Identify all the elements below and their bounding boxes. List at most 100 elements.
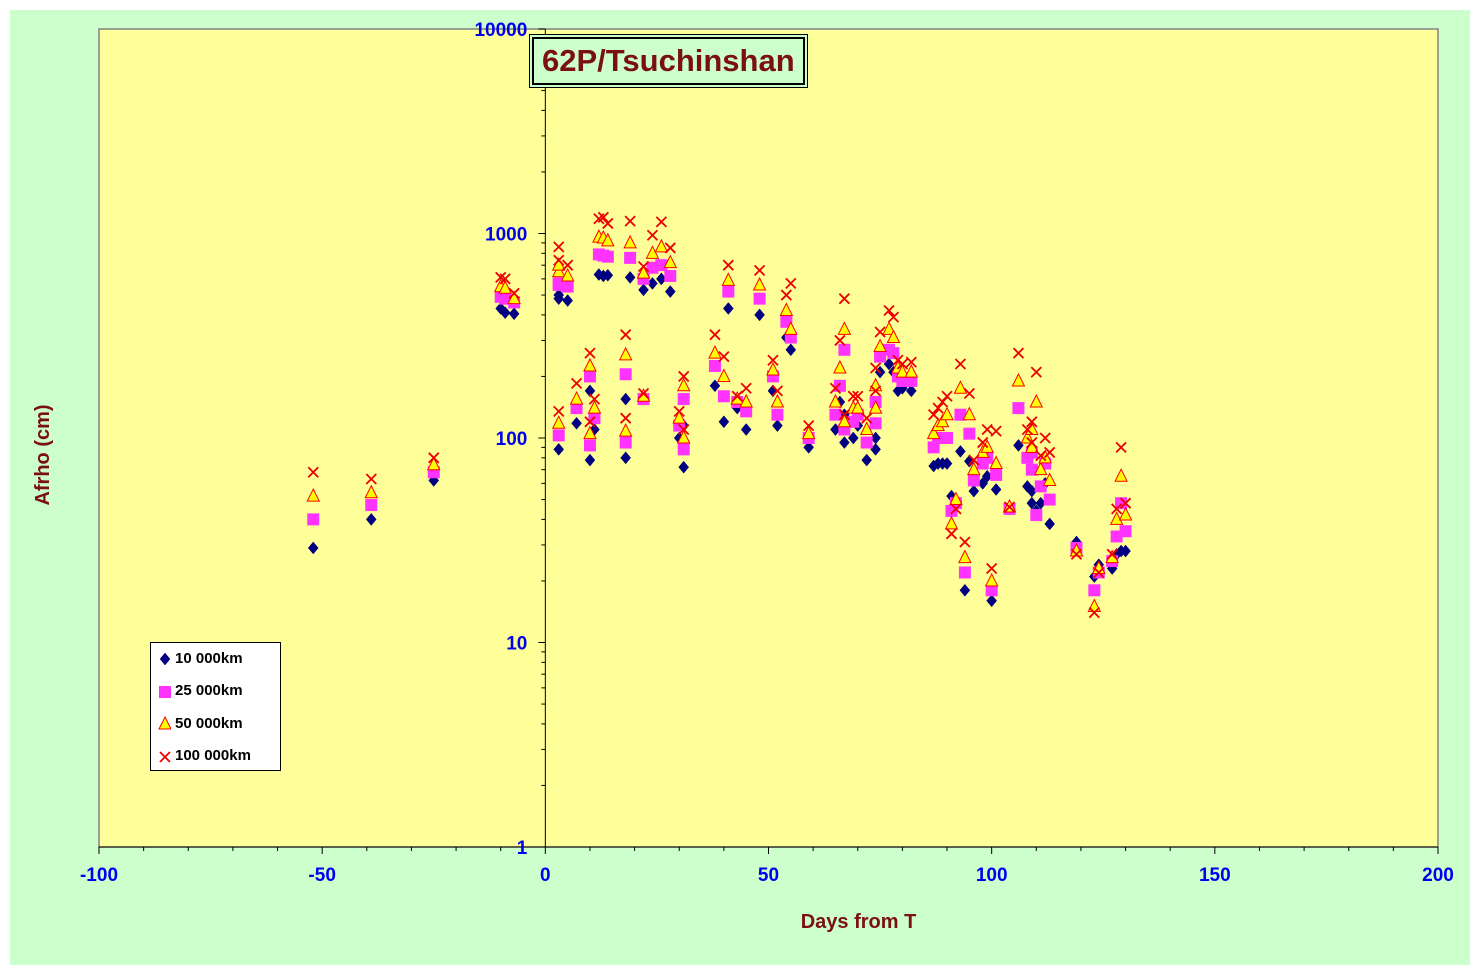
x-tick-label: 200 — [1422, 865, 1454, 886]
data-point — [637, 260, 650, 273]
y-tick-label: 1000 — [485, 225, 527, 246]
data-point — [637, 387, 650, 400]
data-point — [499, 306, 511, 320]
data-point — [968, 484, 980, 498]
data-point — [646, 229, 659, 241]
data-point — [570, 377, 583, 389]
data-point — [1115, 441, 1127, 453]
data-point — [833, 359, 847, 374]
data-point — [731, 390, 743, 402]
data-point — [945, 528, 958, 540]
data-point — [620, 451, 631, 465]
x-tick-label: -100 — [80, 865, 118, 886]
data-point — [364, 484, 379, 499]
data-point — [307, 541, 319, 555]
chart-area: 1 10 100 1000 10000 -100 -50 0 50 100 150 200 Days f… — [10, 10, 1470, 965]
data-point — [1012, 347, 1025, 359]
data-point — [1026, 436, 1038, 449]
x-tick-label: -50 — [308, 865, 335, 886]
data-point — [953, 380, 968, 394]
data-point — [601, 250, 614, 263]
data-point — [904, 363, 919, 378]
data-point — [722, 285, 735, 298]
data-point — [954, 358, 967, 370]
data-point — [1029, 393, 1044, 408]
data-point — [307, 466, 319, 478]
data-point — [766, 361, 780, 376]
data-point — [869, 362, 882, 374]
data-point — [780, 289, 792, 301]
data-point — [618, 346, 633, 361]
data-point — [678, 460, 690, 474]
data-point — [1109, 511, 1124, 525]
data-point — [754, 308, 765, 322]
data-point — [1093, 566, 1105, 579]
data-point — [1030, 366, 1042, 378]
data-point — [977, 436, 989, 449]
data-point — [886, 329, 901, 344]
data-point — [1044, 446, 1056, 459]
data-point — [752, 276, 767, 291]
data-point — [838, 343, 851, 356]
data-point — [955, 445, 966, 458]
data-point — [861, 453, 873, 467]
data-point — [753, 292, 766, 305]
legend-marker-shape — [158, 716, 171, 730]
y-tick-label: 10 — [506, 634, 527, 655]
legend-label: 10 000km — [175, 649, 243, 667]
data-point — [829, 408, 842, 421]
data-point — [1120, 544, 1131, 558]
data-point — [717, 390, 730, 403]
data-point — [772, 419, 783, 432]
data-point — [837, 413, 852, 428]
data-point — [1044, 517, 1056, 531]
data-point — [958, 566, 971, 579]
data-point — [570, 402, 583, 415]
data-point — [837, 321, 852, 335]
x-tick-label: 50 — [758, 865, 779, 886]
data-point — [722, 259, 734, 271]
data-point — [986, 562, 998, 575]
data-point — [583, 370, 596, 383]
data-point — [721, 272, 736, 286]
data-point — [950, 503, 962, 515]
data-point — [553, 254, 565, 266]
data-point — [874, 326, 886, 338]
data-point — [602, 217, 614, 230]
data-point — [784, 321, 798, 335]
data-point — [569, 390, 584, 405]
legend: 10 000km 25 000km 50 000km 100 000km — [150, 642, 281, 771]
data-point — [847, 390, 859, 402]
data-point — [584, 384, 596, 398]
data-point — [767, 354, 779, 366]
data-point — [1011, 372, 1026, 387]
data-point — [718, 415, 730, 429]
data-point — [551, 263, 566, 278]
data-point — [428, 452, 440, 464]
data-point — [636, 265, 651, 279]
data-point — [927, 441, 940, 454]
data-point — [1042, 472, 1057, 486]
data-point — [1025, 463, 1038, 476]
data-point — [597, 211, 609, 223]
data-point — [624, 271, 636, 284]
x-tick-label: 0 — [540, 865, 551, 886]
legend-entry: 50 000km — [157, 713, 243, 733]
data-point — [941, 432, 954, 444]
legend-marker — [159, 750, 171, 763]
data-point — [860, 436, 873, 449]
data-point — [498, 280, 512, 294]
data-point — [708, 359, 721, 372]
data-point — [678, 370, 690, 383]
data-point — [883, 304, 895, 317]
legend-marker — [159, 652, 171, 665]
data-point — [673, 405, 685, 417]
data-point — [829, 382, 842, 394]
data-point — [365, 499, 378, 512]
data-point — [584, 416, 596, 428]
data-point — [926, 425, 941, 440]
data-point — [753, 264, 766, 277]
data-point — [365, 473, 377, 485]
data-point — [620, 392, 631, 406]
data-point — [553, 442, 565, 456]
